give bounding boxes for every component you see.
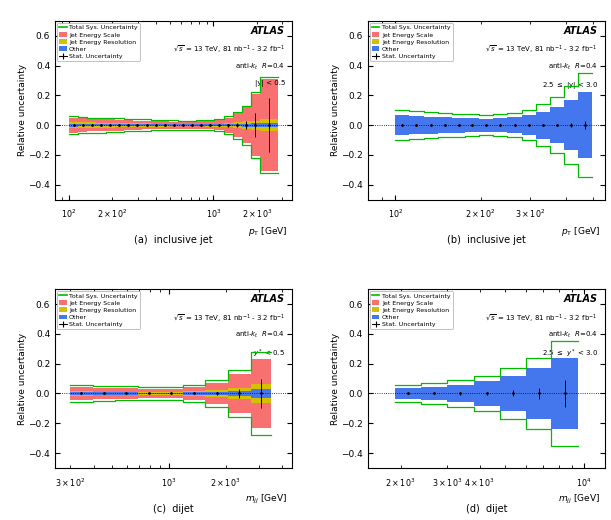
Text: $10^2$: $10^2$ [61, 208, 76, 220]
Text: anti-$k_t$  $R$=0.4: anti-$k_t$ $R$=0.4 [235, 330, 285, 341]
Text: $10^2$: $10^2$ [387, 208, 403, 220]
Text: $2\times10^3$: $2\times10^3$ [386, 476, 416, 489]
Y-axis label: Relative uncertainty: Relative uncertainty [331, 332, 340, 425]
Y-axis label: Relative uncertainty: Relative uncertainty [18, 64, 27, 157]
Text: anti-$k_t$  $R$=0.4: anti-$k_t$ $R$=0.4 [548, 330, 598, 341]
Text: anti-$k_t$  $R$=0.4: anti-$k_t$ $R$=0.4 [235, 62, 285, 72]
Y-axis label: Relative uncertainty: Relative uncertainty [18, 332, 27, 425]
Text: anti-$k_t$  $R$=0.4: anti-$k_t$ $R$=0.4 [548, 62, 598, 72]
Text: (b)  inclusive jet: (b) inclusive jet [447, 236, 526, 245]
Text: $10^4$: $10^4$ [576, 476, 592, 489]
Text: $3\times10^2$: $3\times10^2$ [55, 476, 85, 489]
Y-axis label: Relative uncertainty: Relative uncertainty [331, 64, 340, 157]
Text: $2\times10^3$: $2\times10^3$ [210, 476, 241, 489]
Text: $2\times10^3$: $2\times10^3$ [242, 208, 272, 220]
Text: $3\times10^2$: $3\times10^2$ [515, 208, 546, 220]
Text: ATLAS: ATLAS [251, 294, 285, 305]
Legend: Total Sys. Uncertainty, Jet Energy Scale, Jet Energy Resolution, Other, Stat. Un: Total Sys. Uncertainty, Jet Energy Scale… [57, 23, 140, 61]
Text: $2\times10^2$: $2\times10^2$ [466, 208, 496, 220]
Text: $p_\mathrm{T}$ [GeV]: $p_\mathrm{T}$ [GeV] [247, 225, 287, 238]
Text: |y| < 0.5: |y| < 0.5 [255, 80, 285, 87]
Text: $10^3$: $10^3$ [206, 208, 221, 220]
Text: 2.5 $\leq$ |y| < 3.0: 2.5 $\leq$ |y| < 3.0 [542, 80, 598, 91]
Text: $m_{jj}$ [GeV]: $m_{jj}$ [GeV] [558, 493, 600, 506]
Text: $\sqrt{s}$ = 13 TeV, 81 nb$^{-1}$ - 3.2 fb$^{-1}$: $\sqrt{s}$ = 13 TeV, 81 nb$^{-1}$ - 3.2 … [486, 313, 598, 324]
Text: $\sqrt{s}$ = 13 TeV, 81 nb$^{-1}$ - 3.2 fb$^{-1}$: $\sqrt{s}$ = 13 TeV, 81 nb$^{-1}$ - 3.2 … [486, 44, 598, 56]
Text: (d)  dijet: (d) dijet [466, 504, 507, 514]
Text: ATLAS: ATLAS [251, 26, 285, 36]
Text: $\sqrt{s}$ = 13 TeV, 81 nb$^{-1}$ - 3.2 fb$^{-1}$: $\sqrt{s}$ = 13 TeV, 81 nb$^{-1}$ - 3.2 … [173, 44, 285, 56]
Text: ATLAS: ATLAS [564, 294, 598, 305]
Text: $y^*$ < 0.5: $y^*$ < 0.5 [253, 348, 285, 360]
Legend: Total Sys. Uncertainty, Jet Energy Scale, Jet Energy Resolution, Other, Stat. Un: Total Sys. Uncertainty, Jet Energy Scale… [370, 23, 453, 61]
Text: (a)  inclusive jet: (a) inclusive jet [134, 236, 213, 245]
Text: $m_{jj}$ [GeV]: $m_{jj}$ [GeV] [245, 493, 287, 506]
Text: (c)  dijet: (c) dijet [153, 504, 194, 514]
Text: ATLAS: ATLAS [564, 26, 598, 36]
Text: 2.5 $\leq$ $y^*$ < 3.0: 2.5 $\leq$ $y^*$ < 3.0 [541, 348, 598, 360]
Text: $2\times10^2$: $2\times10^2$ [97, 208, 128, 220]
Text: $3\times10^3$: $3\times10^3$ [432, 476, 462, 489]
Text: $10^3$: $10^3$ [161, 476, 177, 489]
Legend: Total Sys. Uncertainty, Jet Energy Scale, Jet Energy Resolution, Other, Stat. Un: Total Sys. Uncertainty, Jet Energy Scale… [370, 291, 453, 330]
Text: $\sqrt{s}$ = 13 TeV, 81 nb$^{-1}$ - 3.2 fb$^{-1}$: $\sqrt{s}$ = 13 TeV, 81 nb$^{-1}$ - 3.2 … [173, 313, 285, 324]
Text: $p_\mathrm{T}$ [GeV]: $p_\mathrm{T}$ [GeV] [560, 225, 600, 238]
Text: $4\times10^3$: $4\times10^3$ [464, 476, 495, 489]
Legend: Total Sys. Uncertainty, Jet Energy Scale, Jet Energy Resolution, Other, Stat. Un: Total Sys. Uncertainty, Jet Energy Scale… [57, 291, 140, 330]
